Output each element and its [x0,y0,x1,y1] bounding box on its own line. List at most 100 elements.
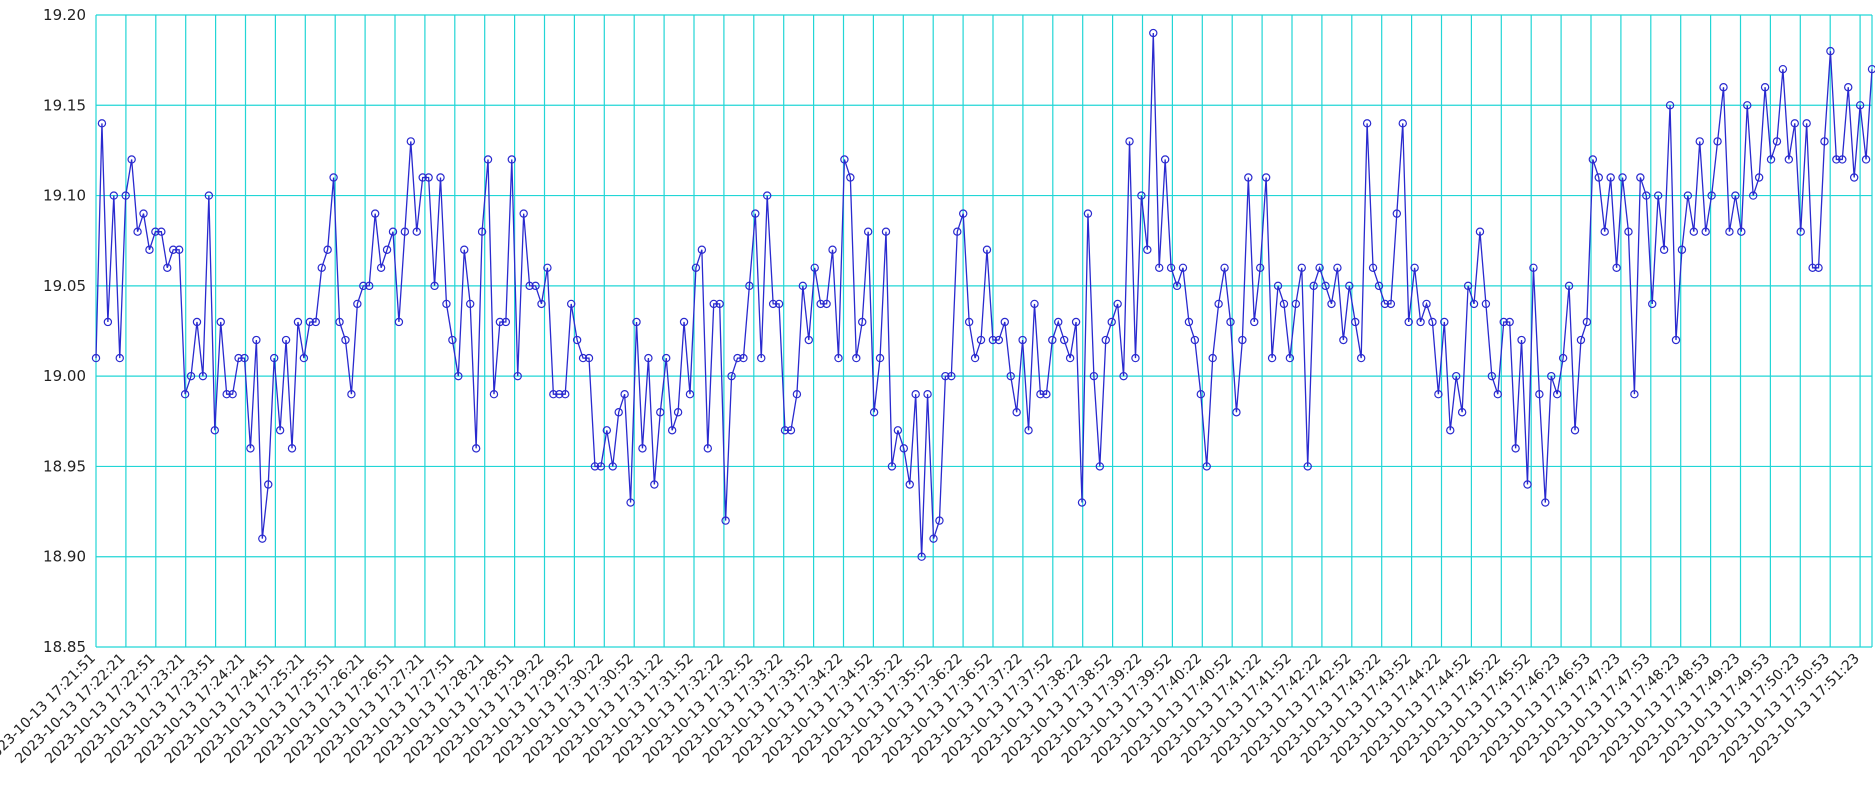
data-point [1535,390,1544,399]
data-point [1065,353,1075,363]
data-point [1386,299,1396,309]
data-point [1481,299,1491,309]
data-point [1000,317,1009,327]
data-point [1226,317,1235,327]
data-point [1517,335,1526,345]
data-point [1849,173,1859,182]
data-point [834,353,843,363]
data-point [382,245,392,254]
data-point [163,263,172,272]
data-point [1184,317,1194,327]
data-point [1190,335,1200,345]
data-point [519,209,528,218]
data-point [139,209,148,218]
data-point [448,335,457,345]
data-point [365,281,374,291]
y-tick-label: 19.05 [43,277,86,295]
data-point [614,408,623,417]
data-point [1048,335,1057,345]
data-point [1172,281,1182,291]
data-point [537,299,546,309]
data-point [1149,28,1158,38]
data-point [1160,155,1170,164]
data-point [1820,137,1829,146]
y-tick-label: 19.10 [43,187,86,205]
data-point [311,317,320,327]
data-point [501,317,511,327]
data-point [1570,426,1580,435]
data-point [174,245,184,254]
data-point [1457,408,1467,417]
data-point [1428,317,1437,327]
data-point [1558,353,1568,363]
data-point [1006,371,1015,381]
data-point [1778,64,1788,74]
data-point [1440,317,1449,327]
data-point [727,371,736,381]
data-point [1743,101,1752,110]
data-point [258,534,267,543]
data-point [228,390,237,399]
data-point [412,227,421,236]
data-point [650,480,659,489]
data-point [1339,335,1348,345]
data-point [525,281,534,291]
data-point [1802,119,1811,128]
data-point [1754,173,1764,182]
data-point [1784,155,1794,164]
data-point [1024,426,1033,435]
data-point [1202,462,1211,471]
data-point [1719,83,1728,92]
data-point [1665,101,1675,110]
data-point [1552,390,1562,399]
data-point [192,317,202,327]
data-point [1321,281,1330,291]
data-point [489,390,499,399]
data-point [1125,137,1134,146]
data-point [881,227,891,236]
data-point [1178,263,1188,272]
data-point [1404,317,1413,327]
data-point [1529,263,1538,272]
data-point [442,299,451,309]
data-point [1701,227,1710,236]
data-point [246,444,255,453]
data-point [596,462,606,471]
data-point [679,317,689,327]
data-point [1600,227,1609,236]
data-point [115,353,124,363]
data-point [180,390,190,399]
data-point [204,191,214,200]
data-point [1695,137,1704,146]
data-point [454,371,463,381]
data-point [531,281,540,291]
data-point [97,119,107,128]
data-point [222,390,231,399]
data-point [733,353,742,363]
data-point [1143,245,1152,254]
data-point [234,353,243,363]
data-point [329,173,338,182]
data-point [673,408,683,417]
data-point [810,263,819,272]
data-point [1422,299,1431,309]
data-point [863,227,873,236]
data-point [1113,299,1122,309]
data-point [1351,317,1360,327]
data-point [264,480,273,489]
grid [95,14,1873,648]
data-point [1493,390,1502,399]
data-point [477,227,487,236]
data-point [353,299,362,309]
data-point [1345,281,1354,291]
data-point [703,444,713,453]
data-point [792,390,802,399]
data-point [1606,173,1615,182]
data-point [1042,390,1051,399]
data-point [1261,173,1271,182]
data-point [1018,335,1027,345]
data-point [1760,83,1770,92]
data-point [923,390,932,399]
data-point [109,191,119,200]
data-point [424,173,433,182]
